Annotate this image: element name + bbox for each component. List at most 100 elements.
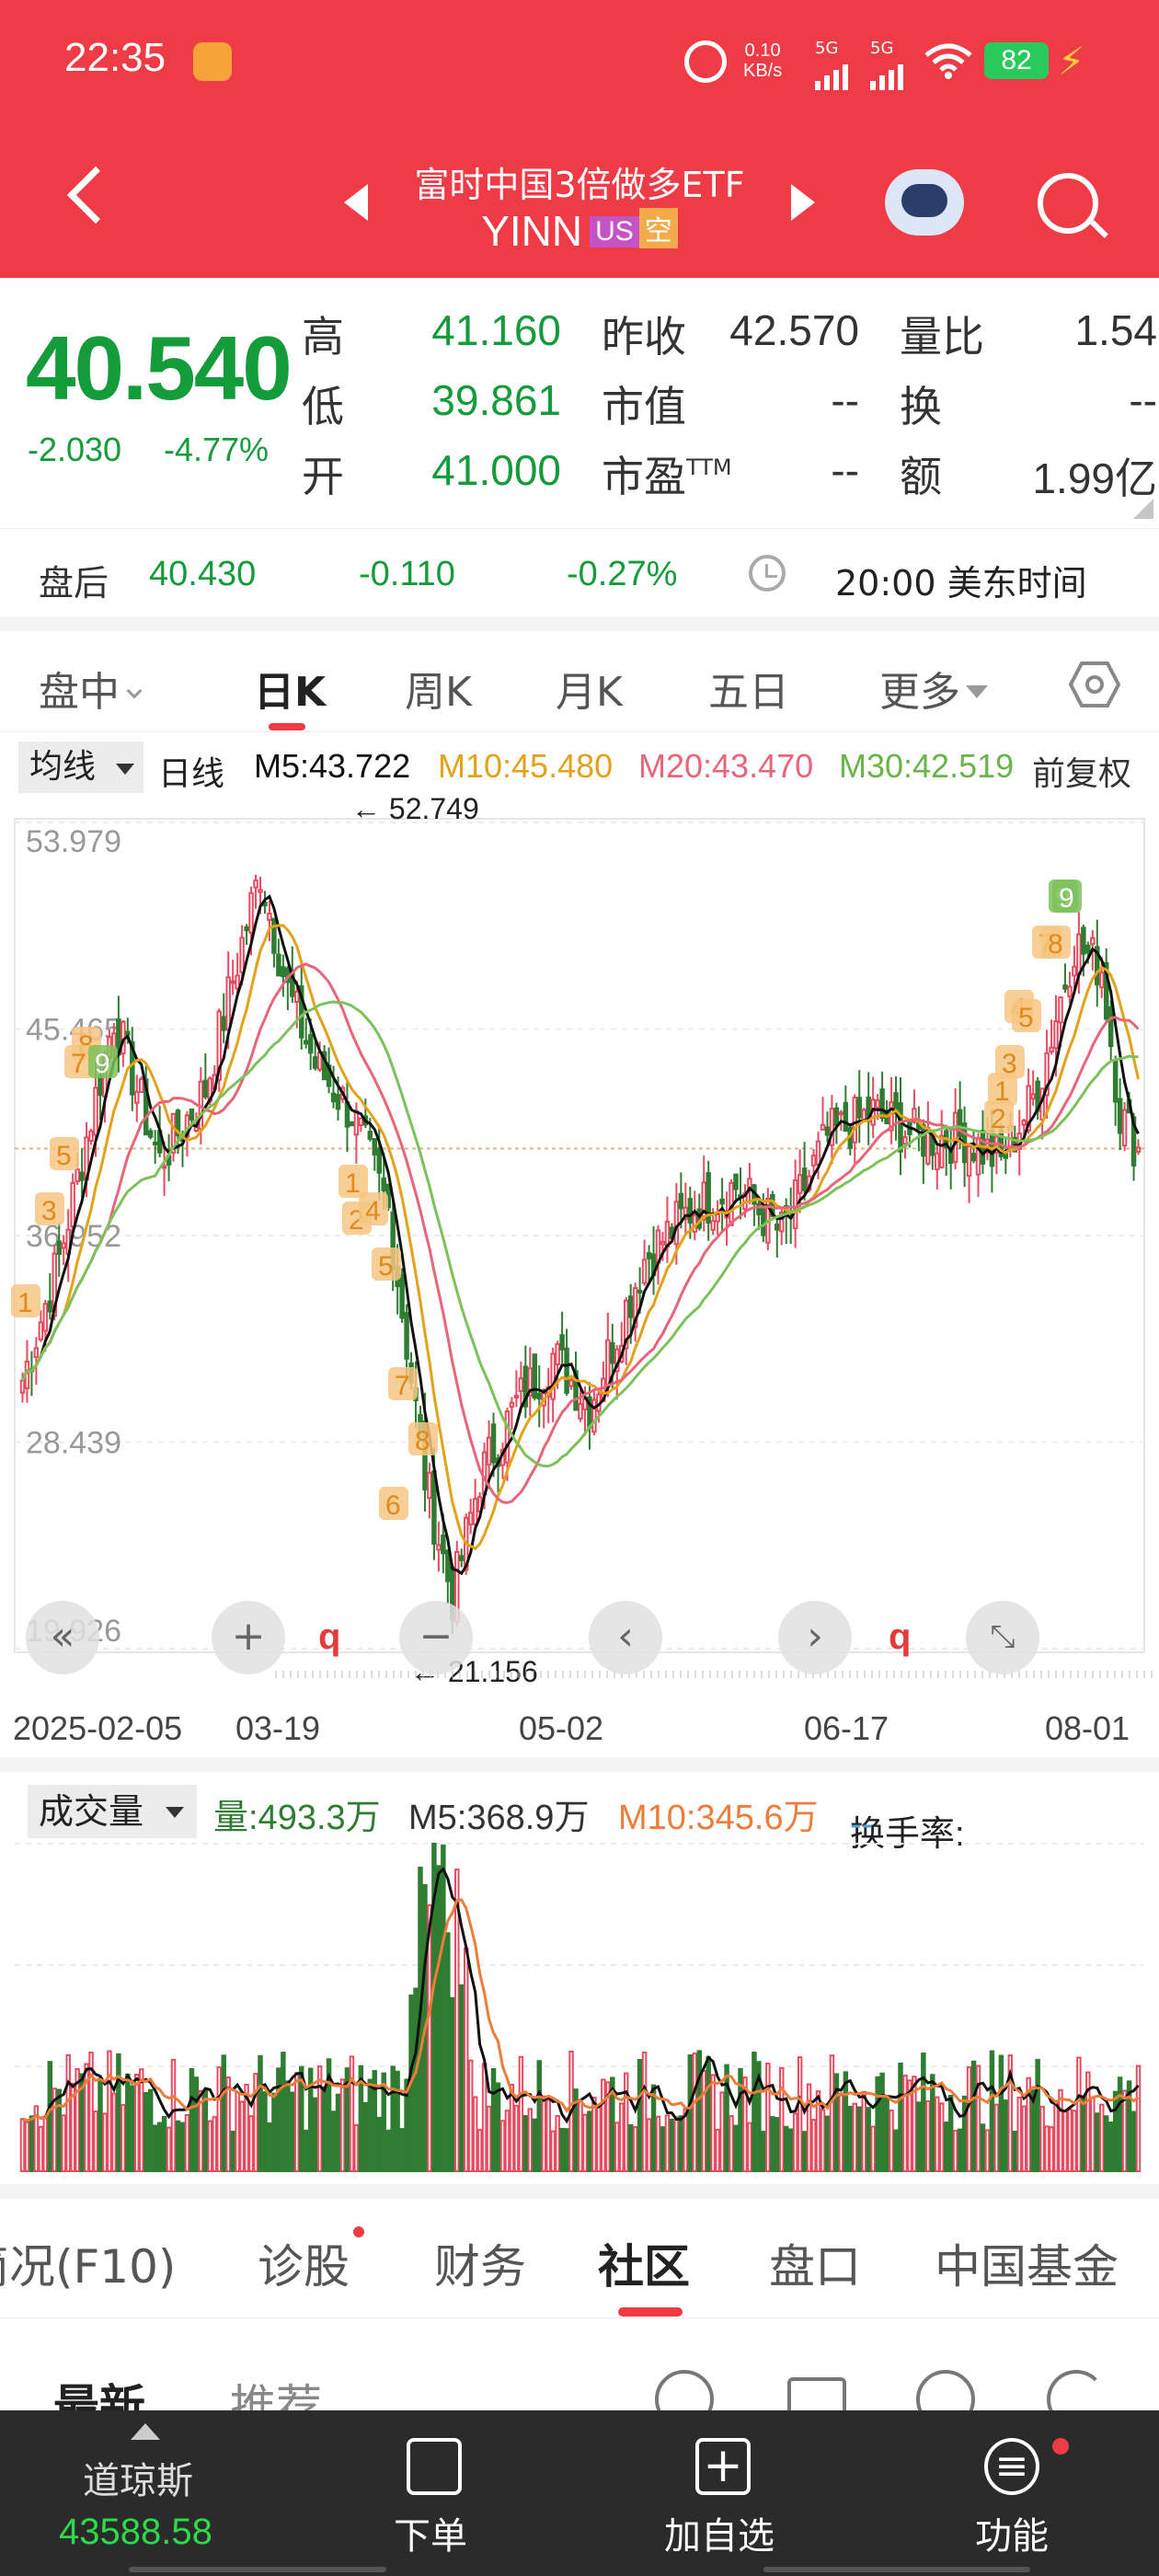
volume-bar bbox=[166, 2126, 172, 2172]
tab-more[interactable]: 更多 bbox=[879, 659, 988, 718]
volume-bar bbox=[605, 2081, 611, 2173]
volume-bar bbox=[787, 2128, 794, 2172]
tab-intraday[interactable]: 盘中 bbox=[39, 659, 143, 718]
volume-bar bbox=[989, 2050, 995, 2172]
back-icon[interactable] bbox=[66, 166, 125, 224]
volume-bar bbox=[815, 2090, 821, 2172]
candle bbox=[1030, 1093, 1036, 1100]
td-marker: 8 bbox=[1048, 929, 1063, 960]
candle bbox=[1053, 1020, 1059, 1050]
community-subtabs: 最新 推荐 bbox=[0, 2318, 1159, 2433]
candle bbox=[399, 1273, 405, 1319]
volume-bar bbox=[349, 2055, 355, 2172]
volume-bar bbox=[98, 2077, 103, 2172]
battery-icon: 82 bbox=[984, 42, 1049, 79]
candle bbox=[879, 1088, 885, 1120]
scroll-left-button[interactable]: ‹ bbox=[589, 1601, 662, 1674]
tab-stock-diagnosis[interactable]: 诊股 bbox=[258, 2240, 350, 2294]
candle bbox=[1107, 1006, 1114, 1048]
volume-bar bbox=[125, 2073, 131, 2172]
volume-bar bbox=[1007, 2054, 1014, 2172]
volume-bar bbox=[1126, 2080, 1132, 2173]
volume-bar bbox=[601, 2078, 606, 2173]
candle bbox=[253, 880, 258, 889]
fullscreen-button[interactable]: ⤡ bbox=[966, 1601, 1039, 1674]
tab-community[interactable]: 社区 bbox=[598, 2240, 690, 2294]
tab-financials[interactable]: 财务 bbox=[434, 2240, 526, 2294]
tab-daily-k[interactable]: 日K bbox=[254, 669, 327, 716]
price-change: -2.030 bbox=[28, 431, 122, 468]
volume-selector[interactable]: 成交量 bbox=[28, 1785, 197, 1838]
pe-label: 市盈TTM bbox=[602, 452, 732, 501]
candle bbox=[221, 1016, 226, 1031]
volume-bar bbox=[481, 2063, 488, 2172]
candle bbox=[307, 1033, 314, 1054]
volume-bar bbox=[532, 2118, 538, 2172]
zoom-out-button[interactable]: − bbox=[399, 1601, 473, 1674]
candle bbox=[1067, 985, 1073, 997]
zoom-in-button[interactable]: + bbox=[212, 1601, 285, 1674]
tab-five-day[interactable]: 五日 bbox=[708, 669, 789, 716]
next-stock-icon[interactable] bbox=[791, 184, 815, 221]
index-name[interactable]: 道琼斯 bbox=[83, 2460, 193, 2502]
volume-bar bbox=[1067, 2109, 1073, 2172]
vol-ratio-value: 1.54 bbox=[1074, 306, 1157, 354]
search-icon[interactable] bbox=[1038, 173, 1098, 234]
tab-order-book[interactable]: 盘口 bbox=[769, 2240, 861, 2294]
nav-watchlist[interactable]: 加自选 bbox=[664, 2515, 775, 2558]
tab-monthly-k[interactable]: 月K bbox=[556, 669, 623, 716]
adjust-mode[interactable]: 前复权 bbox=[1032, 754, 1132, 792]
volume-bar bbox=[316, 2065, 323, 2172]
volume-bar bbox=[975, 2064, 981, 2172]
volume-bar bbox=[170, 2058, 177, 2172]
candle bbox=[267, 913, 272, 922]
volume-bar bbox=[1081, 2097, 1086, 2173]
volume-bar bbox=[1103, 2115, 1109, 2172]
volume-bar bbox=[550, 2130, 556, 2173]
volume-bar bbox=[454, 1869, 460, 2173]
candle bbox=[88, 1130, 94, 1143]
tab-weekly-k[interactable]: 周K bbox=[405, 669, 472, 716]
volume-bar bbox=[399, 2128, 405, 2172]
candle bbox=[70, 1181, 75, 1228]
volume-bar bbox=[856, 2106, 862, 2173]
volume-bar bbox=[436, 1865, 442, 2172]
stock-ticker: YINN US 空 bbox=[386, 206, 773, 256]
td-marker-bg bbox=[372, 1248, 401, 1281]
scroll-indicator bbox=[129, 2567, 386, 2572]
volume-bar bbox=[669, 2118, 675, 2172]
settings-hex-icon[interactable] bbox=[1069, 661, 1120, 708]
volume-bar bbox=[527, 2108, 534, 2172]
y-tick-label: 28.439 bbox=[26, 1426, 121, 1461]
volume-bar bbox=[463, 1947, 469, 2172]
zoom-out-far-button[interactable]: « bbox=[26, 1601, 99, 1674]
tab-profile-f10[interactable]: 简况(F10) bbox=[0, 2240, 177, 2294]
candle bbox=[294, 991, 300, 1003]
candle bbox=[367, 1131, 373, 1140]
nav-order[interactable]: 下单 bbox=[394, 2515, 467, 2558]
expand-corner-icon[interactable] bbox=[1133, 499, 1153, 519]
ma-selector[interactable]: 均线 bbox=[18, 742, 143, 793]
quote-panel: 40.540 -2.030 -4.77% 高 低 开 41.160 39.861… bbox=[0, 278, 1159, 526]
scroll-right-button[interactable]: › bbox=[778, 1601, 852, 1674]
volume-bar bbox=[761, 2131, 766, 2172]
volume-bar bbox=[898, 2063, 903, 2173]
volume-bar bbox=[970, 2060, 977, 2172]
expand-up-icon[interactable] bbox=[131, 2423, 160, 2440]
candle bbox=[683, 1206, 689, 1220]
signal-marker: q bbox=[889, 1616, 911, 1657]
volume-value: 量:493.3万 bbox=[213, 1799, 381, 1837]
prev-stock-icon[interactable] bbox=[344, 184, 368, 221]
assistant-robot-icon[interactable] bbox=[885, 169, 964, 236]
volume-bar bbox=[152, 2124, 158, 2172]
volume-bar bbox=[993, 2103, 1000, 2172]
top-header: 22:35 0.10 KB/s 5G 5G 82 ⚡ 富时中国3倍做多ETF Y… bbox=[0, 0, 1159, 278]
candle bbox=[312, 1056, 318, 1069]
td-marker: 3 bbox=[1002, 1049, 1017, 1079]
volume-bar bbox=[299, 2065, 304, 2173]
nav-functions[interactable]: 功能 bbox=[975, 2515, 1049, 2558]
tab-china-funds[interactable]: 中国基金 bbox=[935, 2240, 1119, 2294]
volume-bar bbox=[518, 2055, 524, 2172]
net-speed: 0.10 KB/s bbox=[743, 40, 783, 81]
